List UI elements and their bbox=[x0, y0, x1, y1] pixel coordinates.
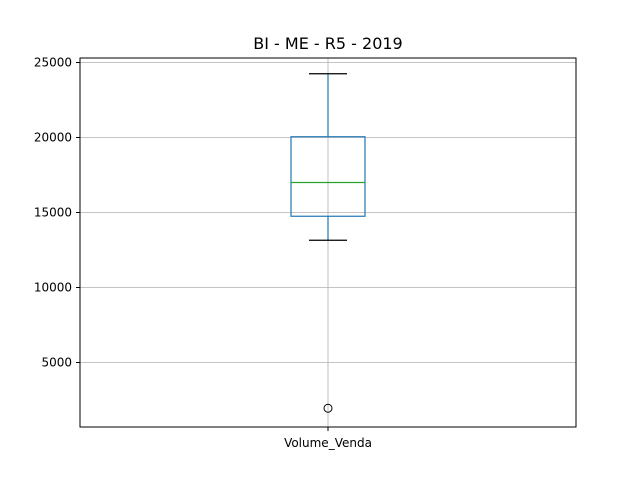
box-Volume_Venda bbox=[290, 73, 366, 413]
y-tick-label: 5000 bbox=[41, 356, 72, 370]
y-tick-label: 15000 bbox=[34, 206, 72, 220]
x-tick-label: Volume_Venda bbox=[284, 436, 372, 450]
x-axis: Volume_Venda bbox=[284, 427, 372, 450]
y-tick-label: 20000 bbox=[34, 131, 72, 145]
y-axis: 5000 10000 15000 20000 25000 bbox=[34, 56, 80, 370]
plot-marks bbox=[290, 73, 366, 413]
iqr-box bbox=[290, 136, 366, 217]
chart-title: BI - ME - R5 - 2019 bbox=[253, 34, 402, 53]
y-tick-label: 25000 bbox=[34, 56, 72, 70]
y-tick-label: 10000 bbox=[34, 281, 72, 295]
outlier-point bbox=[323, 403, 333, 413]
